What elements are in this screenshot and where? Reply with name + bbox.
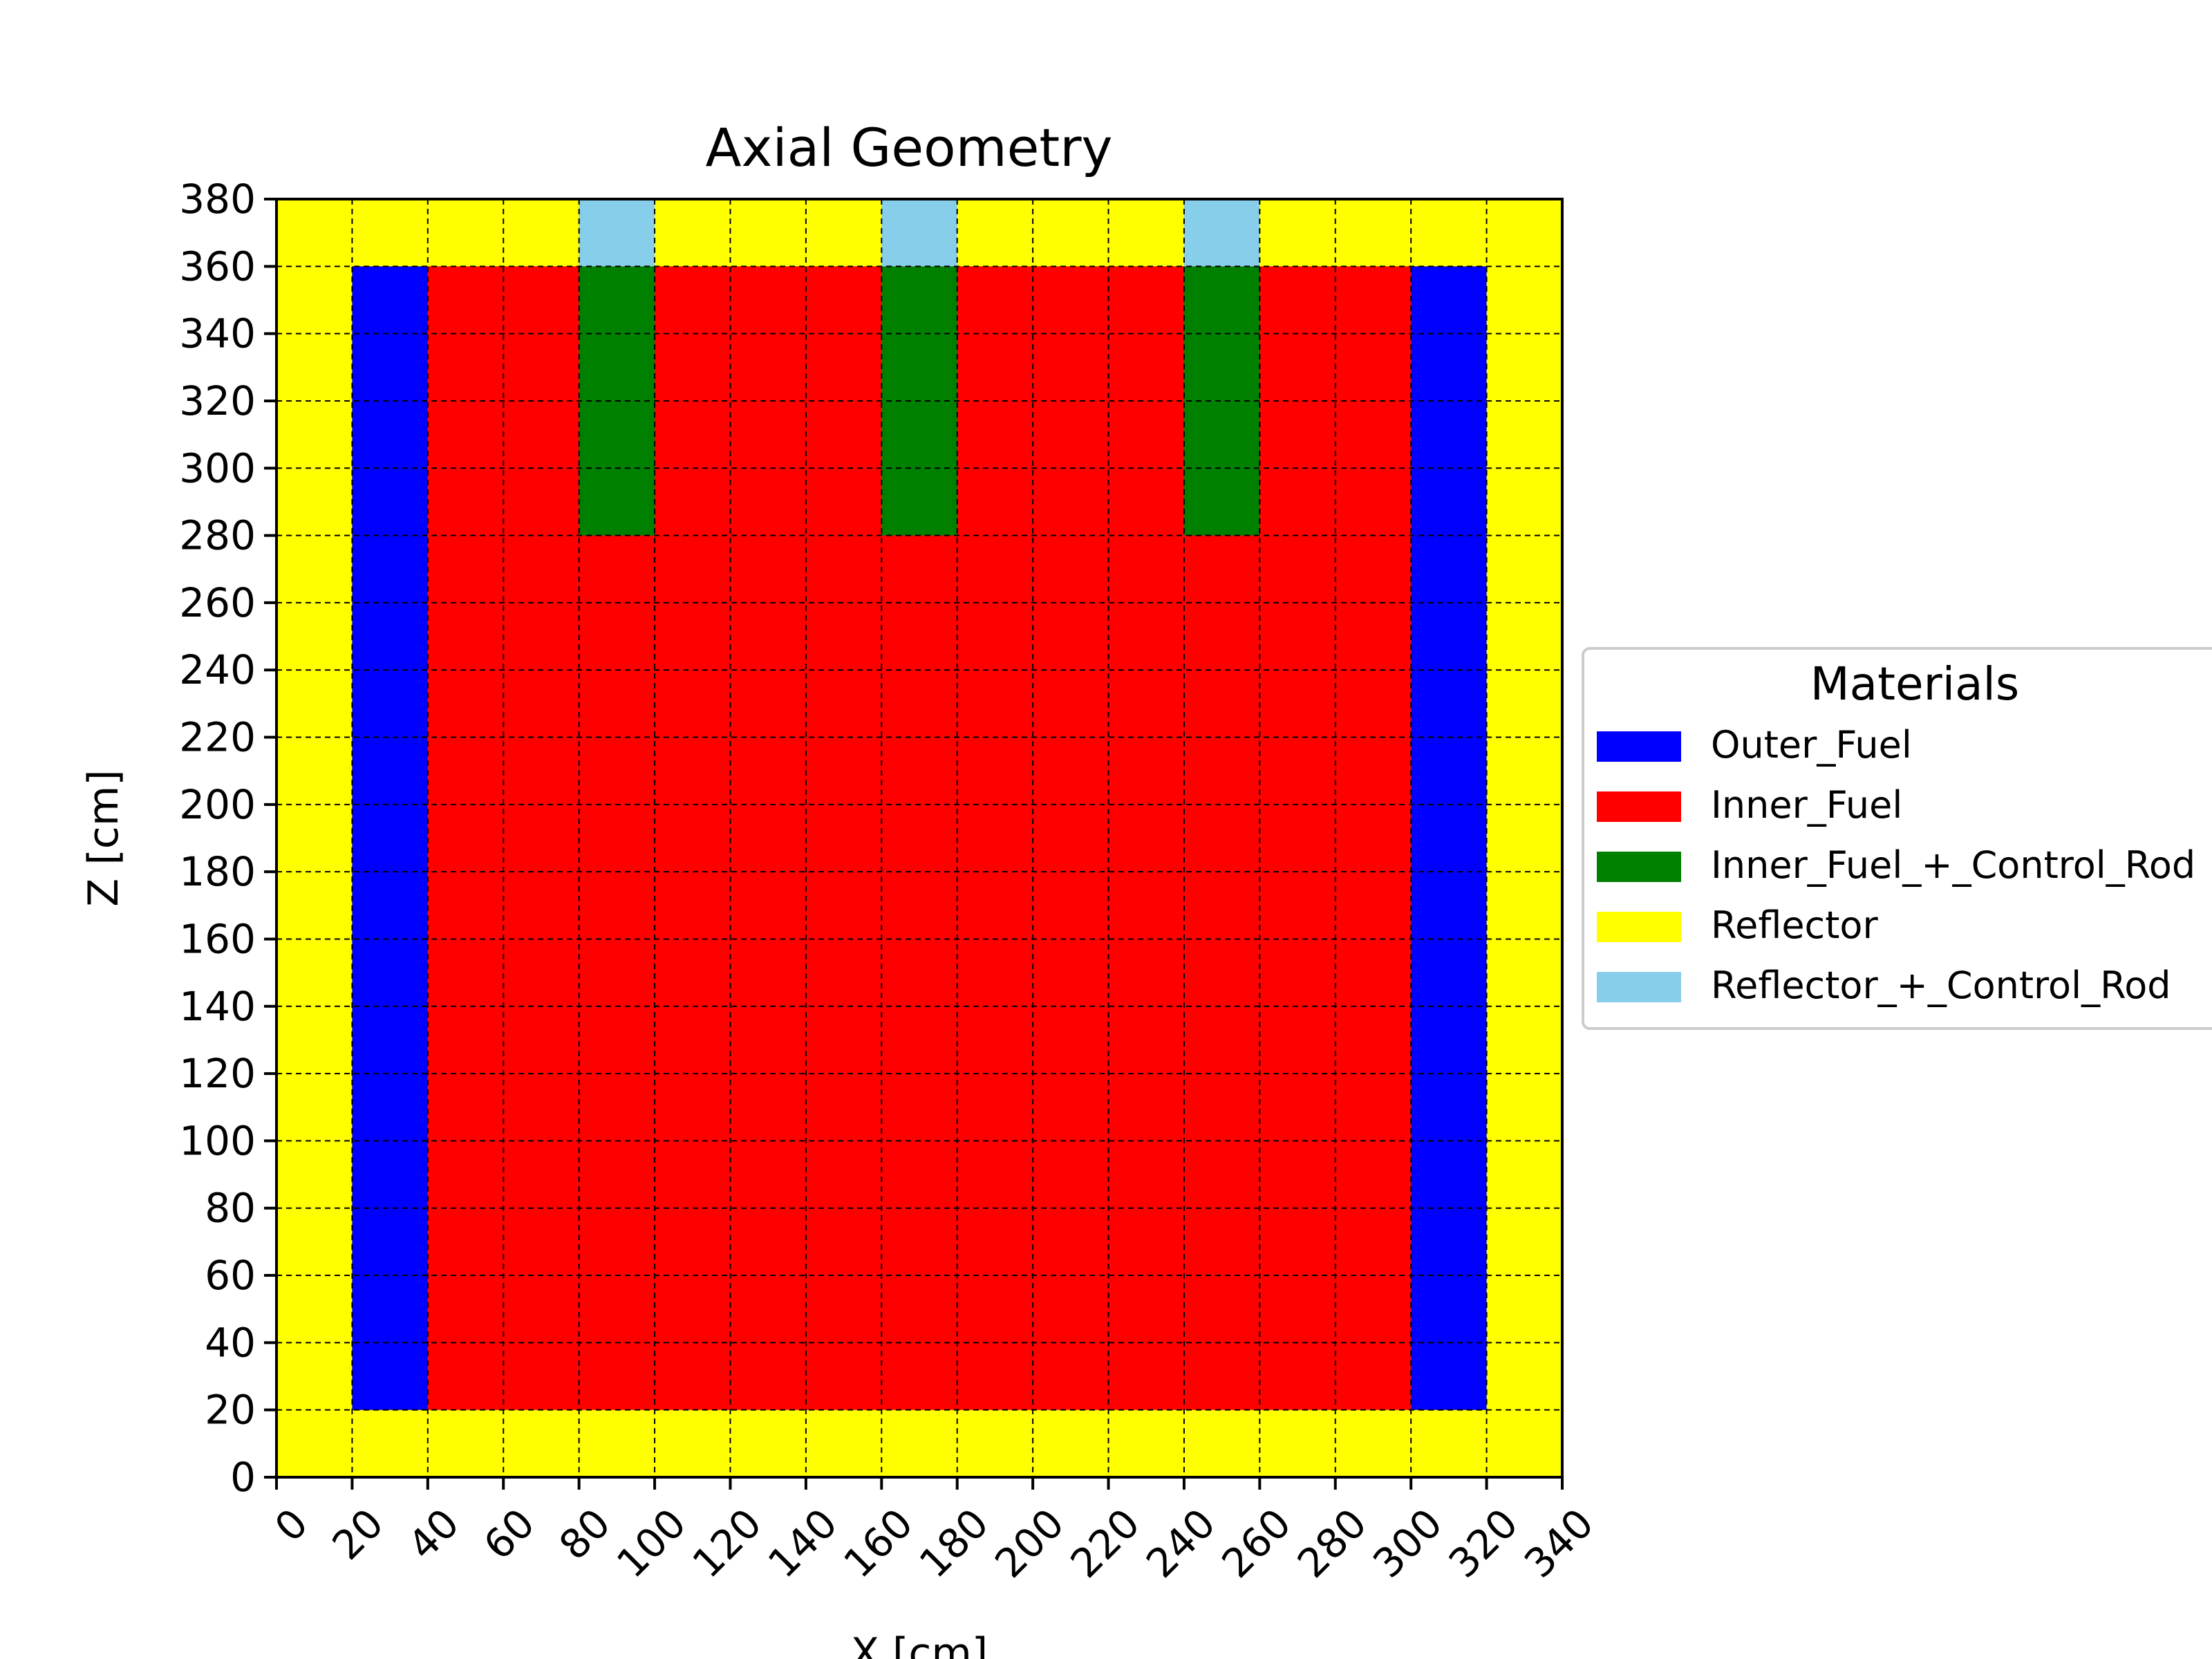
x-tick-label-14: 280: [1288, 1499, 1376, 1586]
x-tick-label-12: 240: [1137, 1499, 1224, 1586]
legend-swatch-1: [1597, 791, 1681, 822]
y-tick-label-2: 40: [205, 1319, 256, 1366]
material-regions: [276, 199, 1562, 1477]
region-reflector-control-rod-7: [579, 199, 655, 267]
legend-title: Materials: [1810, 657, 2020, 711]
x-axis-ticks: 0 20 40 60 801001201401601802002202402602803…: [265, 1477, 1602, 1587]
x-axis-label: X [cm]: [851, 1629, 988, 1659]
y-axis-ticks: 0 20 40 60 80 100 120 140 160 180 200 220 240 260 280 3…: [179, 176, 276, 1501]
legend-label-0: Outer_Fuel: [1711, 723, 1912, 767]
x-tick-label-9: 180: [910, 1499, 997, 1586]
y-tick-label-8: 160: [179, 915, 256, 962]
x-tick-label-17: 340: [1515, 1499, 1602, 1586]
y-tick-label-17: 340: [179, 310, 256, 357]
legend-items: Outer_Fuel Inner_Fuel Inner_Fuel_+_Control…: [1597, 723, 2195, 1007]
x-tick-label-10: 200: [986, 1499, 1073, 1586]
x-tick-label-8: 160: [834, 1499, 921, 1586]
x-tick-label-3: 60: [474, 1499, 543, 1568]
y-tick-label-5: 100: [179, 1117, 256, 1164]
y-tick-label-13: 260: [179, 579, 256, 626]
legend-label-2: Inner_Fuel_+_Control_Rod: [1711, 843, 2195, 887]
x-tick-label-15: 300: [1364, 1499, 1451, 1586]
y-axis-label: Z [cm]: [79, 769, 128, 906]
x-tick-label-2: 40: [399, 1499, 468, 1568]
y-tick-label-16: 320: [179, 377, 256, 424]
plot-frame: [275, 198, 1564, 1479]
x-tick-label-16: 320: [1440, 1499, 1527, 1586]
x-tick-label-13: 260: [1212, 1499, 1300, 1586]
region-reflector-control-rod-8: [881, 199, 957, 267]
y-tick-label-3: 60: [205, 1252, 256, 1299]
legend-swatch-2: [1597, 852, 1681, 882]
x-tick-label-5: 100: [608, 1499, 695, 1586]
chart-title: Axial Geometry: [706, 117, 1113, 178]
x-tick-label-7: 140: [759, 1499, 846, 1586]
y-tick-label-7: 140: [179, 983, 256, 1030]
region-outer-fuel-1: [352, 266, 428, 1410]
legend-label-4: Reflector_+_Control_Rod: [1711, 964, 2171, 1007]
y-tick-label-10: 200: [179, 781, 256, 828]
region-reflector-control-rod-9: [1183, 199, 1260, 267]
x-tick-label-11: 220: [1062, 1499, 1149, 1586]
x-tick-label-6: 120: [684, 1499, 771, 1586]
legend-swatch-3: [1597, 912, 1681, 942]
x-tick-label-0: 0: [265, 1499, 317, 1550]
legend-swatch-0: [1597, 731, 1681, 762]
y-tick-label-1: 20: [205, 1387, 256, 1434]
y-tick-label-6: 120: [179, 1050, 256, 1097]
y-tick-label-12: 240: [179, 646, 256, 693]
region-outer-fuel-2: [1411, 266, 1487, 1410]
y-tick-label-11: 220: [179, 714, 256, 761]
y-tick-label-15: 300: [179, 444, 256, 491]
y-tick-label-0: 0: [230, 1454, 256, 1501]
legend: Materials Outer_Fuel Inner_Fuel Inner_Fuel…: [1582, 647, 2212, 1030]
y-tick-label-14: 280: [179, 512, 256, 559]
legend-swatch-4: [1597, 972, 1681, 1002]
y-tick-label-18: 360: [179, 243, 256, 290]
legend-box: [1582, 647, 2212, 1030]
legend-label-3: Reflector: [1711, 903, 1878, 947]
x-tick-label-1: 20: [324, 1499, 393, 1568]
y-tick-label-9: 180: [179, 848, 256, 895]
grid-lines: [276, 198, 1563, 1478]
legend-label-1: Inner_Fuel: [1711, 783, 1902, 827]
x-tick-label-4: 80: [550, 1499, 619, 1568]
y-tick-label-4: 80: [205, 1185, 256, 1232]
y-tick-label-19: 380: [179, 176, 256, 223]
